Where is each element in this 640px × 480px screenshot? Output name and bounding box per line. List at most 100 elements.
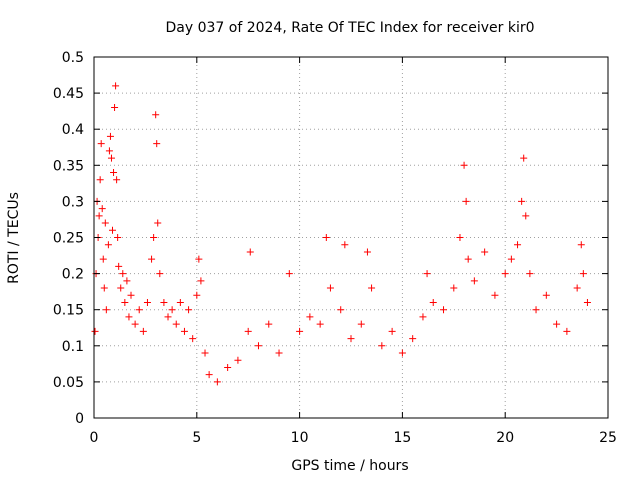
x-axis-label: GPS time / hours <box>291 458 408 474</box>
data-point <box>542 291 550 299</box>
data-point <box>337 306 345 314</box>
y-tick-label: 0 <box>75 411 84 427</box>
data-point <box>522 212 530 220</box>
data-point <box>368 284 376 292</box>
data-point <box>131 320 139 328</box>
data-point <box>98 205 106 213</box>
data-point <box>456 234 464 241</box>
data-point <box>114 234 122 241</box>
data-point <box>117 284 125 292</box>
data-point <box>153 140 161 148</box>
data-point <box>110 169 118 177</box>
data-point <box>176 298 184 306</box>
data-point <box>285 270 293 278</box>
data-point <box>101 219 109 227</box>
chart-title: Day 037 of 2024, Rate Of TEC Index for r… <box>165 20 534 36</box>
data-point <box>491 291 499 299</box>
data-point <box>113 176 121 184</box>
data-point <box>111 104 119 112</box>
data-point <box>154 219 162 227</box>
data-point <box>470 277 478 285</box>
data-point <box>326 284 334 292</box>
y-tick-label: 0.1 <box>62 339 84 355</box>
data-point <box>123 277 131 285</box>
y-tick-label: 0.3 <box>62 194 84 210</box>
data-point <box>95 212 103 220</box>
data-point <box>419 313 427 321</box>
data-point <box>234 356 242 364</box>
data-point <box>388 327 396 335</box>
y-tick-label: 0.15 <box>53 303 84 319</box>
data-point <box>460 161 468 169</box>
y-tick-label: 0.45 <box>53 86 84 102</box>
data-point <box>296 327 304 335</box>
data-point <box>135 306 143 314</box>
y-tick-label: 0.2 <box>62 267 84 283</box>
grid-lines <box>94 57 608 418</box>
y-tick-label: 0.25 <box>53 231 84 247</box>
data-point <box>520 154 528 162</box>
data-point <box>143 298 151 306</box>
data-point <box>507 255 515 263</box>
data-point <box>398 349 406 357</box>
data-point <box>148 255 156 263</box>
data-point <box>107 154 115 162</box>
data-point <box>501 270 509 278</box>
data-point <box>109 226 117 234</box>
data-point <box>185 306 193 314</box>
data-point <box>164 313 172 321</box>
data-point <box>357 320 365 328</box>
data-point <box>518 197 526 205</box>
data-point <box>180 327 188 335</box>
data-point <box>197 277 205 285</box>
data-point <box>579 270 587 278</box>
data-point <box>526 270 534 278</box>
data-point <box>189 335 197 343</box>
y-tick-label: 0.5 <box>62 50 84 66</box>
data-point <box>532 306 540 314</box>
data-point <box>205 371 213 379</box>
data-point <box>160 298 168 306</box>
data-point <box>244 327 252 335</box>
data-point <box>100 284 108 292</box>
x-tick-labels: 0 5 10 15 20 25 <box>90 430 617 446</box>
data-point <box>378 342 386 350</box>
data-point <box>172 320 180 328</box>
data-point <box>573 284 581 292</box>
data-point <box>254 342 262 350</box>
data-point <box>112 82 120 90</box>
data-point <box>156 270 164 278</box>
x-tick-label: 10 <box>291 430 309 446</box>
data-point <box>341 241 349 249</box>
data-point <box>150 234 158 241</box>
data-point <box>440 306 448 314</box>
data-point <box>106 132 114 140</box>
data-point <box>119 270 127 278</box>
x-tick-label: 20 <box>496 430 514 446</box>
data-point <box>429 298 437 306</box>
data-point <box>363 248 371 256</box>
data-points <box>91 82 591 386</box>
data-point <box>213 378 221 386</box>
data-point <box>127 291 135 299</box>
data-point <box>168 306 176 314</box>
data-point <box>563 327 571 335</box>
data-point <box>450 284 458 292</box>
x-tick-label: 5 <box>192 430 201 446</box>
data-point <box>91 327 99 335</box>
data-point <box>423 270 431 278</box>
data-point <box>152 111 160 119</box>
data-point <box>464 255 472 263</box>
x-tick-label: 15 <box>393 430 411 446</box>
data-point <box>275 349 283 357</box>
data-point <box>99 255 107 263</box>
data-point <box>409 335 417 343</box>
y-tick-label: 0.35 <box>53 158 84 174</box>
x-tick-label: 25 <box>599 430 617 446</box>
y-tick-label: 0.4 <box>62 122 84 138</box>
y-tick-labels: 0 0.05 0.1 0.15 0.2 0.25 0.3 0.35 0.4 0.45 0.5 <box>53 50 84 427</box>
data-point <box>265 320 273 328</box>
data-point <box>246 248 254 256</box>
x-tick-label: 0 <box>90 430 99 446</box>
